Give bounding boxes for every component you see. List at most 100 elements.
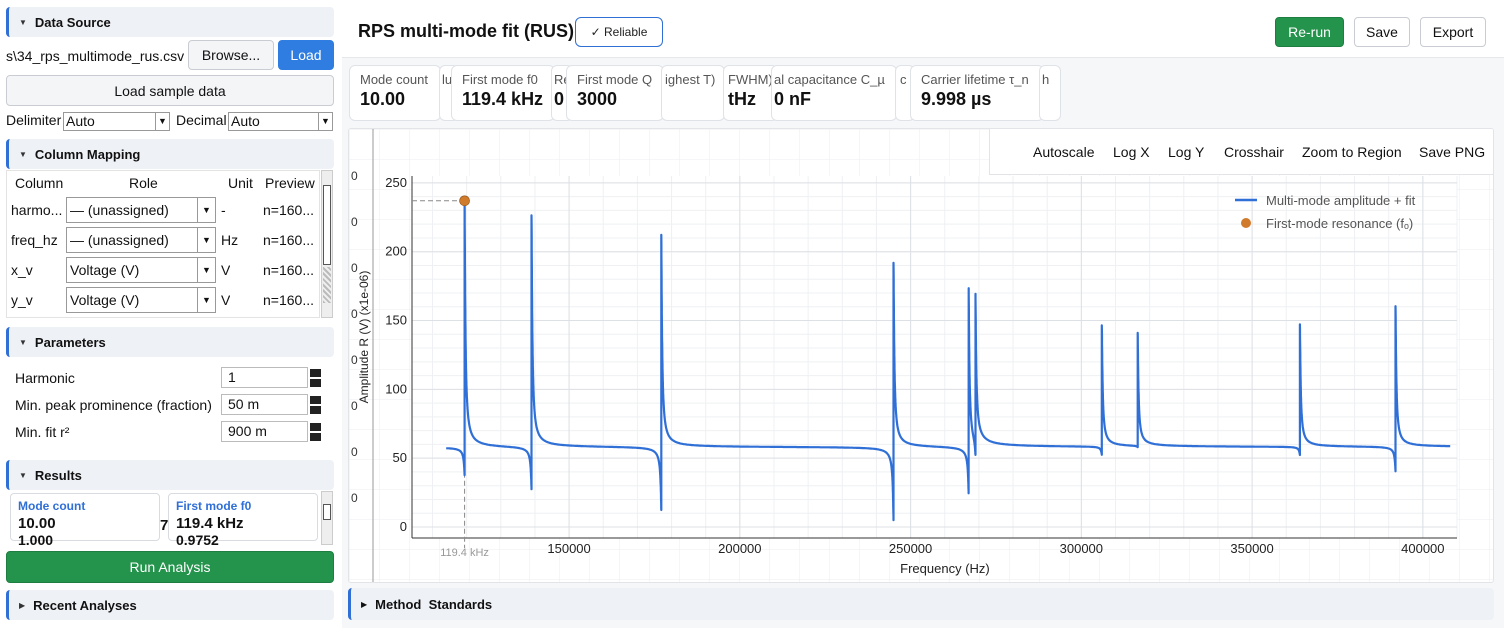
- column-name: x_v: [11, 262, 33, 278]
- chevron-down-icon: ▼: [197, 228, 215, 252]
- load-button[interactable]: Load: [278, 40, 334, 70]
- scrollbar-thumb[interactable]: [323, 504, 331, 520]
- unit-cell: V: [221, 292, 231, 308]
- status-badge: ✓ Reliable: [575, 17, 663, 47]
- harmonic-input[interactable]: 1: [221, 367, 308, 388]
- metric-card: Carrier lifetime τ_n 9.998 µs: [910, 65, 1044, 121]
- save-png-button[interactable]: Save PNG: [1419, 144, 1486, 160]
- page-title: RPS multi-mode fit (RUS): [358, 21, 574, 41]
- bg-tick-label: 0: [351, 399, 358, 413]
- metric-label: First mode Q: [577, 72, 653, 87]
- metric-card: Mode count 10.00: [349, 65, 441, 121]
- legend-label: Multi-mode amplitude + fit: [1266, 193, 1416, 208]
- metric-label: First mode f0: [462, 72, 538, 87]
- run-analysis-button[interactable]: Run Analysis: [6, 551, 334, 583]
- chevron-down-icon: ▼: [155, 113, 169, 130]
- decimal-select[interactable]: Auto ▼: [228, 112, 333, 131]
- y-tick-label: 50: [393, 450, 407, 465]
- save-button[interactable]: Save: [1354, 17, 1410, 47]
- x-tick-label: 300000: [1060, 541, 1103, 556]
- param-label: Harmonic: [15, 370, 75, 386]
- legend-label: First-mode resonance (fₒ): [1266, 216, 1413, 231]
- min-fit-r2-stepper[interactable]: [310, 423, 321, 441]
- column-mapping-table: Column Role Unit Preview harmo... — (una…: [6, 170, 320, 318]
- metric-label: al capacitance C_µ: [774, 72, 885, 87]
- scrollbar-thumb[interactable]: [323, 185, 331, 265]
- decimal-value: Auto: [231, 113, 260, 129]
- marker-label: 119.4 kHz: [440, 547, 489, 559]
- metric-value: 119.4 kHz: [462, 89, 544, 109]
- bg-tick-label: 0: [351, 307, 358, 321]
- y-tick-label: 200: [385, 244, 407, 259]
- crosshair-button[interactable]: Crosshair: [1224, 144, 1284, 160]
- scrollbar-track: [323, 267, 331, 303]
- bg-tick-label: 0: [351, 261, 358, 275]
- x-tick-label: 150000: [547, 541, 590, 556]
- log-x-button[interactable]: Log X: [1113, 144, 1150, 160]
- chevron-down-icon: ▼: [197, 198, 215, 222]
- column-mapping-header[interactable]: ▼ Column Mapping: [6, 139, 334, 169]
- role-value: — (unassigned): [70, 202, 169, 218]
- metric-card: First mode Q 3000: [566, 65, 664, 121]
- role-select[interactable]: — (unassigned) ▼: [66, 197, 216, 223]
- x-tick-label: 350000: [1230, 541, 1273, 556]
- rerun-button[interactable]: Re-run: [1275, 17, 1344, 47]
- file-path-field[interactable]: s\34_rps_multimode_rus.csv: [6, 48, 184, 64]
- delimiter-select[interactable]: Auto ▼: [63, 112, 170, 131]
- role-select[interactable]: Voltage (V) ▼: [66, 257, 216, 283]
- chevron-down-icon: ▼: [318, 113, 332, 130]
- role-select[interactable]: — (unassigned) ▼: [66, 227, 216, 253]
- metric-label: Mode count: [360, 72, 428, 87]
- table-scrollbar[interactable]: [321, 170, 333, 318]
- metric-label: lu: [442, 72, 453, 87]
- method-standards-header[interactable]: ▶ Method Standards: [348, 588, 1494, 620]
- column-name: y_v: [11, 292, 33, 308]
- y-tick-label: 100: [385, 381, 407, 396]
- min-prominence-stepper[interactable]: [310, 396, 321, 414]
- bg-tick-label: 0: [351, 169, 358, 183]
- load-sample-button[interactable]: Load sample data: [6, 75, 334, 106]
- metric-card: al capacitance C_µ 0 nF: [771, 65, 897, 121]
- chevron-down-icon: ▼: [197, 258, 215, 282]
- legend-swatch-dot: [1241, 218, 1251, 228]
- resonance-point: [459, 195, 470, 207]
- result-below: 1.000: [18, 532, 54, 545]
- y-tick-label: 150: [385, 313, 407, 328]
- data-source-header[interactable]: ▼ Data Source: [6, 7, 334, 37]
- metric-label: ighest T): [665, 72, 716, 87]
- harmonic-stepper[interactable]: [310, 369, 321, 387]
- min-prominence-input[interactable]: 50 m: [221, 394, 308, 415]
- metric-card: First mode f0 119.4 kHz: [451, 65, 555, 121]
- chart-svg[interactable]: 150000 200000 250000 300000 350000 4000000501…: [349, 174, 1459, 583]
- plot-area: [412, 176, 1457, 538]
- results-header[interactable]: ▼ Results: [6, 460, 334, 490]
- plot-container: 0 0 0 0 0 0 0 0 150000 200000 250000 300000 350000 4…: [348, 128, 1494, 583]
- param-label: Min. peak prominence (fraction): [15, 397, 212, 413]
- metric-value: 10.00: [360, 89, 406, 109]
- results-cards: Mode count 10.00 1.000 7 First mode f0 1…: [6, 491, 320, 545]
- recent-analyses-header[interactable]: ▶ Recent Analyses: [6, 590, 334, 620]
- parameters-header[interactable]: ▼ Parameters: [6, 327, 334, 357]
- col-header-preview: Preview: [265, 175, 315, 191]
- zoom-region-button[interactable]: Zoom to Region: [1302, 144, 1402, 160]
- col-header-unit: Unit: [228, 175, 253, 191]
- export-button[interactable]: Export: [1420, 17, 1486, 47]
- data-source-title: Data Source: [34, 14, 111, 30]
- role-select[interactable]: Voltage (V) ▼: [66, 287, 216, 313]
- browse-button[interactable]: Browse...: [188, 40, 274, 70]
- column-name: harmo...: [11, 202, 63, 218]
- preview-cell: n=160...: [263, 262, 314, 278]
- y-tick-label: 0: [400, 519, 407, 534]
- parameters-title: Parameters: [34, 334, 106, 350]
- preview-cell: n=160...: [263, 292, 314, 308]
- x-tick-label: 200000: [718, 541, 761, 556]
- log-y-button[interactable]: Log Y: [1168, 144, 1205, 160]
- unit-cell: Hz: [221, 232, 239, 248]
- autoscale-button[interactable]: Autoscale: [1033, 144, 1095, 160]
- collapse-triangle-icon: ▼: [19, 470, 27, 480]
- bg-tick-label: 0: [351, 491, 358, 505]
- results-title: Results: [34, 467, 82, 483]
- min-fit-r2-input[interactable]: 900 m: [221, 421, 308, 442]
- delimiter-label: Delimiter: [6, 112, 62, 128]
- results-scrollbar[interactable]: [321, 491, 333, 545]
